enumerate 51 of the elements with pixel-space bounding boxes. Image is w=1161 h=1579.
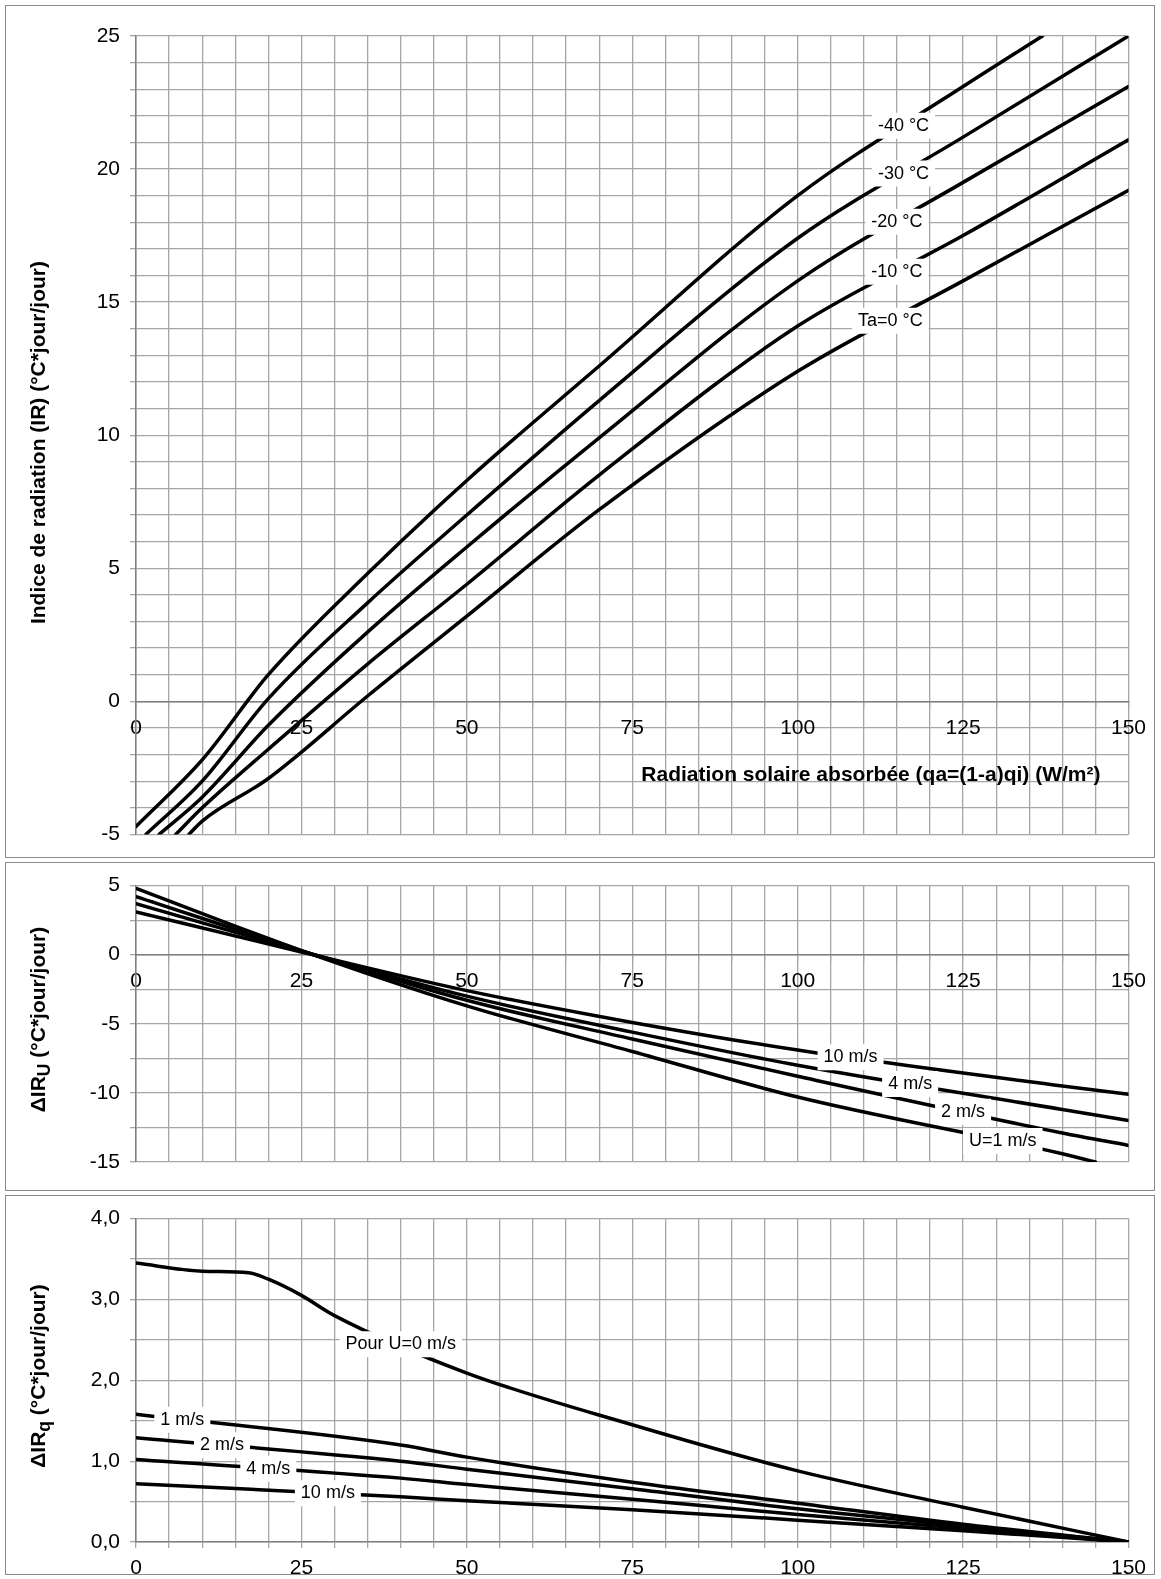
y-tick-label: 2,0 [90, 1367, 120, 1391]
x-tick-label: 75 [620, 714, 644, 738]
x-tick-label: 100 [780, 1555, 816, 1579]
x-tick-label: 100 [780, 968, 816, 992]
series-label: 2 m/s [941, 1100, 986, 1121]
y-tick-label: 3,0 [90, 1286, 120, 1310]
series-label: 10 m/s [300, 1482, 355, 1503]
x-tick-label: 75 [620, 968, 644, 992]
x-tick-label: 125 [945, 714, 981, 738]
x-axis-title: Radiation solaire absorbée (qa=(1-a)qi) (W/m²) [641, 762, 1101, 786]
series-label: -40 °C [877, 114, 930, 135]
x-tick-label: 125 [945, 968, 981, 992]
y-tick-label: 5 [108, 872, 120, 896]
y-tick-label: -15 [89, 1148, 120, 1172]
x-tick-label: 150 [1110, 968, 1146, 992]
y-tick-label: 10 [96, 422, 120, 445]
x-tick-label: 25 [289, 1555, 314, 1579]
series-label: Pour U=0 m/s [345, 1333, 456, 1354]
series-label: 10 m/s [823, 1046, 878, 1067]
y-tick-label: 0,0 [90, 1528, 120, 1552]
y-tick-label: 25 [96, 22, 120, 46]
y-tick-label: -5 [101, 821, 120, 845]
y-tick-label: 1,0 [90, 1447, 120, 1471]
x-tick-label: 125 [945, 1555, 981, 1579]
y-tick-label: 0 [108, 941, 120, 965]
x-tick-label: 75 [620, 1555, 644, 1579]
y-tick-label: 4,0 [90, 1205, 120, 1229]
y-tick-label: 0 [108, 688, 120, 712]
x-tick-label: 50 [455, 714, 479, 738]
x-tick-label: 50 [455, 968, 479, 992]
series-label: 1 m/s [160, 1408, 205, 1429]
series-label: 4 m/s [246, 1457, 291, 1478]
series-label: -30 °C [877, 162, 930, 183]
y-tick-label: 5 [108, 555, 120, 579]
y-tick-label: -5 [101, 1010, 120, 1034]
x-tick-label: 150 [1110, 714, 1146, 738]
series-label: -10 °C [871, 260, 923, 281]
y-tick-label: -10 [89, 1079, 120, 1103]
y-tick-label: 15 [96, 288, 120, 312]
x-tick-label: 150 [1110, 1555, 1146, 1579]
y-tick-label: 20 [96, 155, 120, 179]
x-tick-label: 25 [289, 968, 314, 992]
x-tick-label: 0 [130, 1555, 142, 1579]
x-tick-label: 50 [455, 1555, 479, 1579]
series-label: 2 m/s [200, 1434, 245, 1455]
series-label: Ta=0 °C [857, 309, 923, 330]
y-axis-title: Indice de radiation (IR) (°C*jour/jour) [25, 259, 50, 627]
series-label: -20 °C [871, 210, 923, 231]
x-tick-label: 100 [780, 714, 816, 738]
series-label: 4 m/s [888, 1073, 933, 1094]
series-label: U=1 m/s [969, 1129, 1037, 1150]
